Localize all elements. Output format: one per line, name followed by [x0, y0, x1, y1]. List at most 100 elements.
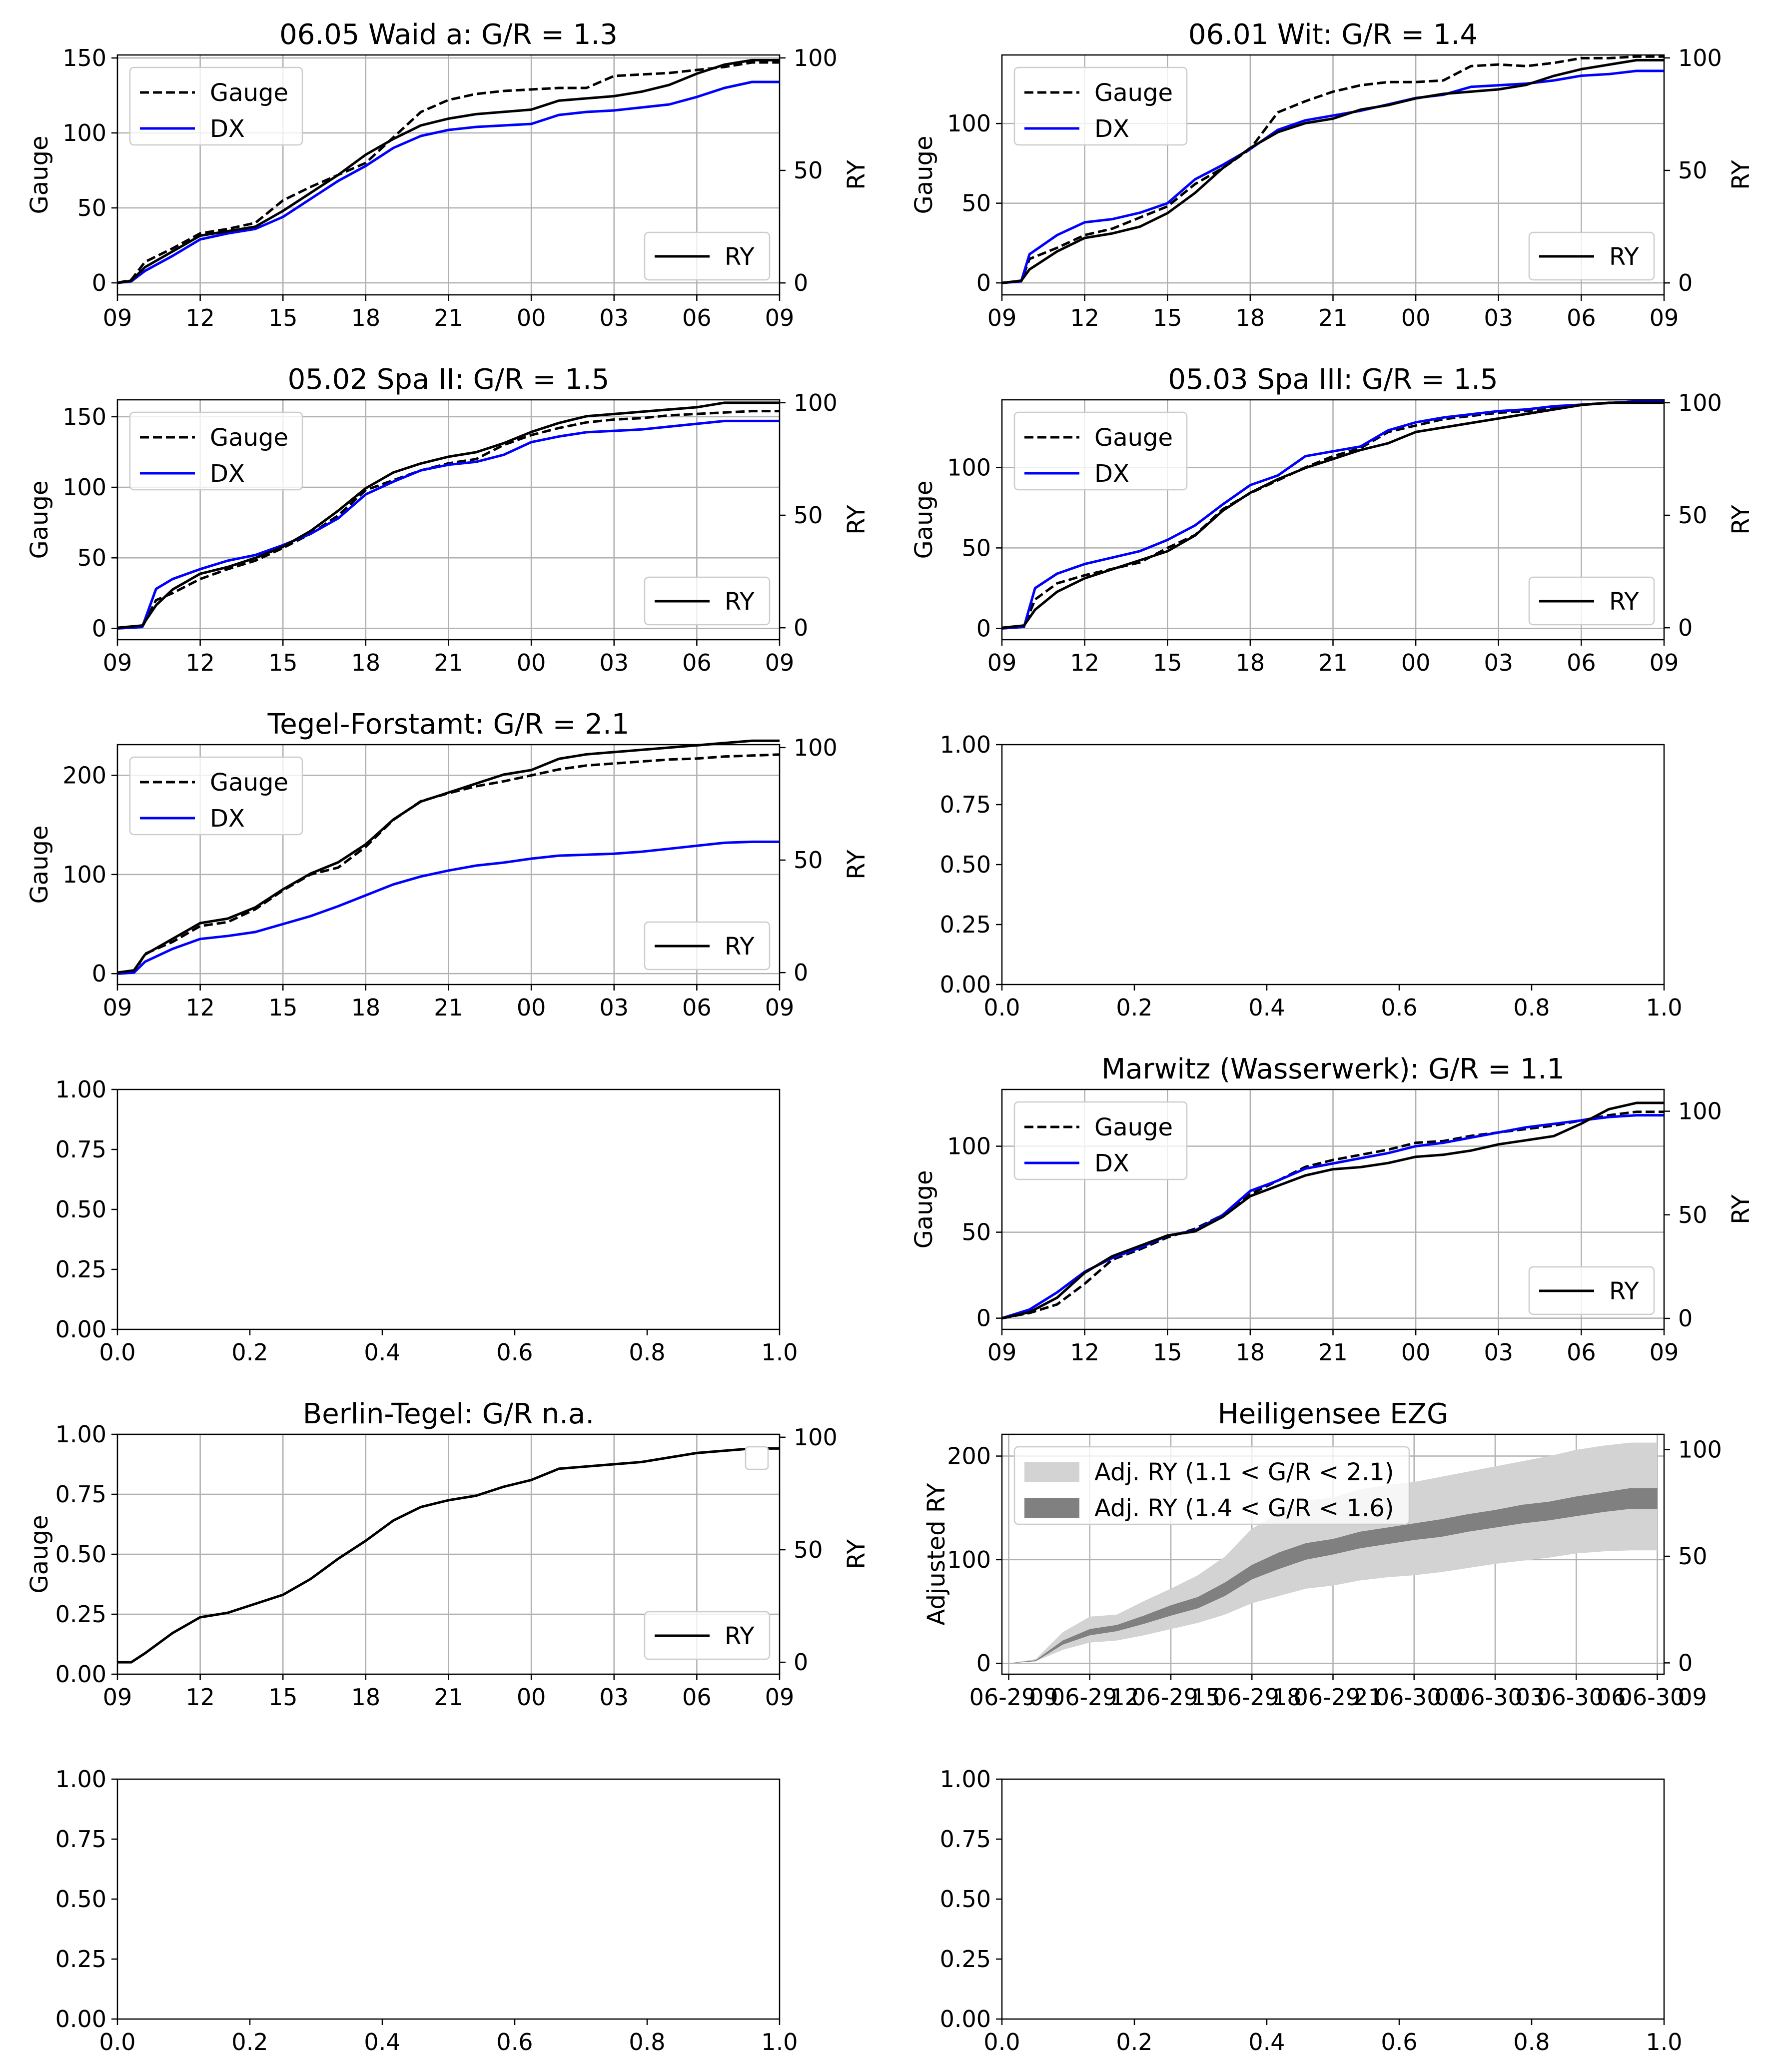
y-axis-label: Gauge [25, 1515, 53, 1593]
y-tick-label: 0 [92, 615, 106, 642]
x-tick-label: 06-30 [1456, 1684, 1523, 1711]
x-tick-label: 18 [351, 304, 381, 331]
subplot-title: 05.02 Spa II: G/R = 1.5 [288, 363, 610, 396]
subplot-7: 0.0 0.2 0.4 0.6 0.8 1.0 0.00 0.25 0.50 0.75 1.00 [55, 1076, 798, 1366]
x-tick-label: 0.8 [1513, 994, 1550, 1021]
y-tick-label: 0.00 [940, 2006, 991, 2033]
subplot-title: Tegel-Forstamt: G/R = 2.1 [267, 708, 630, 741]
y-tick-label: 0.00 [55, 1316, 106, 1343]
x-tick-label: 1.0 [761, 2029, 798, 2056]
band-adj-ry-1-4-g-r-1-6- [1008, 1488, 1658, 1664]
x-tick-label: 09 [987, 1339, 1017, 1366]
series-line-ry [1001, 401, 1664, 629]
y-right-axis-label: RY [1727, 160, 1755, 190]
x-tick-label: 06-30 [1618, 1684, 1685, 1711]
legend-label: RY [725, 1622, 755, 1650]
x-tick-label: 03 [1484, 304, 1513, 331]
legend-box [129, 411, 303, 491]
x-tick-label: 09 [1029, 1684, 1058, 1711]
x-tick-label: 06 [682, 649, 712, 676]
x-tick-label: 1.0 [761, 1339, 798, 1366]
x-tick-label: 00 [1401, 649, 1431, 676]
subplot-6: 0.0 0.2 0.4 0.6 0.8 1.0 0.00 0.25 0.50 0.75 1.00 [940, 731, 1683, 1021]
empty-legend-box [745, 1446, 769, 1470]
x-tick-label: 0.8 [629, 2029, 665, 2056]
legend-label: Gauge [210, 769, 288, 797]
series-line-dx [1001, 400, 1664, 630]
y-tick-label: 0.25 [55, 1601, 106, 1628]
y-right-tick-label: 0 [1678, 1305, 1693, 1332]
legend-left: Gauge DX [129, 66, 303, 146]
series-line-dx [117, 840, 780, 975]
x-tick-label: 21 [434, 1684, 463, 1711]
x-tick-label: 18 [1236, 304, 1265, 331]
x-tick-label: 09 [765, 1684, 795, 1711]
legend-right: RY [1528, 1266, 1655, 1315]
y-right-tick-label: 0 [1678, 614, 1693, 641]
y-tick-label: 1.00 [55, 1076, 106, 1103]
x-tick-label: 21 [434, 649, 463, 676]
x-tick-label: 21 [434, 304, 463, 331]
x-tick-label: 15 [268, 1684, 298, 1711]
y-right-tick-label: 100 [794, 389, 838, 416]
x-tick-label: 00 [517, 994, 546, 1021]
y-tick-label: 0.75 [55, 1826, 106, 1853]
series-line-gauge [1001, 1110, 1664, 1320]
subplot-title: 05.03 Spa III: G/R = 1.5 [1168, 363, 1498, 396]
x-tick-label: 1.0 [1646, 2029, 1682, 2056]
series-line-gauge [117, 753, 780, 975]
legend-right: RY [644, 921, 771, 971]
x-tick-label: 00 [1401, 304, 1431, 331]
y-right-tick-label: 50 [1678, 1543, 1708, 1570]
y-tick-label: 0.75 [55, 1481, 106, 1508]
y-tick-label: 50 [77, 194, 106, 221]
y-tick-label: 0 [976, 1650, 991, 1677]
subplot-title: 06.05 Waid a: G/R = 1.3 [279, 18, 618, 51]
legend-box [1013, 66, 1188, 146]
y-tick-label: 0.25 [940, 1946, 991, 1973]
subplot-1: 09 12 15 18 21 00 03 06 09 0 50 100 150 0 50 100 06.05 W… [25, 18, 871, 331]
subplot-3: 09 12 15 18 21 00 03 06 09 0 50 100 150 0 50 100 05.02 S… [25, 363, 871, 676]
y-tick-label: 50 [961, 534, 991, 561]
x-tick-label: 18 [1236, 1339, 1265, 1366]
legend-left: Gauge DX [129, 411, 303, 491]
legend-label: DX [1094, 1149, 1129, 1177]
x-tick-label: 00 [517, 649, 546, 676]
axes-frame [1001, 1433, 1665, 1675]
y-tick-label: 0.00 [940, 971, 991, 998]
x-tick-label: 1.0 [1646, 994, 1682, 1021]
x-tick-label: 15 [1153, 649, 1182, 676]
series-line-gauge [1001, 400, 1664, 630]
x-tick-label: 06-30 [1537, 1684, 1604, 1711]
series-line-dx [117, 80, 780, 284]
legend-label: Adj. RY (1.1 < G/R < 2.1) [1094, 1458, 1394, 1486]
x-tick-label: 0.8 [1513, 2029, 1550, 2056]
x-tick-label: 0.0 [983, 2029, 1020, 2056]
series-line-ry [117, 58, 780, 284]
y-tick-label: 0.75 [940, 1826, 991, 1853]
x-tick-label: 06-29 [1050, 1684, 1117, 1711]
x-tick-label: 0.6 [1381, 994, 1417, 1021]
x-tick-label: 06 [682, 304, 712, 331]
legend-label: DX [1094, 460, 1129, 488]
x-tick-label: 15 [268, 304, 298, 331]
legend-right: RY [1528, 231, 1655, 281]
legend-label: Gauge [1094, 1113, 1173, 1141]
x-tick-label: 09 [1650, 304, 1679, 331]
x-tick-label: 06 [1597, 1684, 1626, 1711]
x-tick-label: 15 [1153, 304, 1182, 331]
y-tick-label: 0.00 [55, 2006, 106, 2033]
subplot-8: 09 12 15 18 21 00 03 06 09 0 50 100 0 50 100 Marwitz (W… [910, 1053, 1755, 1366]
legend-left: Gauge DX [129, 756, 303, 836]
y-right-axis-label: RY [843, 1539, 871, 1569]
x-tick-label: 18 [351, 994, 381, 1021]
legend-label: RY [1609, 1277, 1639, 1305]
x-tick-label: 03 [1484, 649, 1513, 676]
y-right-tick-label: 0 [1678, 269, 1693, 296]
x-tick-label: 06-29 [1212, 1684, 1279, 1711]
subplot-10: 06-290906-291206-291506-291806-292106-30… [922, 1398, 1722, 1711]
x-tick-label: 0.4 [1248, 2029, 1285, 2056]
axes-frame [1001, 1778, 1665, 2020]
x-tick-label: 18 [351, 1684, 381, 1711]
axes-frame [116, 1088, 781, 1330]
